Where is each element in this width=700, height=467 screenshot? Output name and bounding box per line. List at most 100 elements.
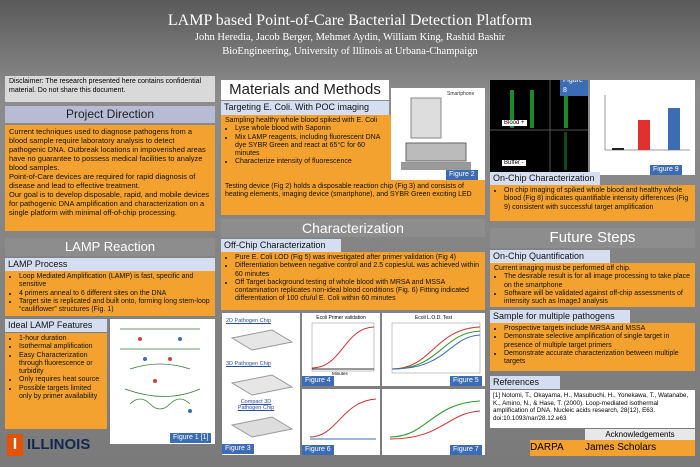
figure-label: 2D Pathogen Chip bbox=[226, 318, 271, 324]
figure: Ecoli L.O.D. Test Figure 5 bbox=[382, 313, 485, 386]
list-item: Target site is replicated and built onto… bbox=[19, 298, 211, 315]
section-heading: LAMP Reaction bbox=[5, 238, 215, 256]
subheading: Acknowledgements bbox=[585, 429, 695, 440]
figure-title: Ecoli L.O.D. Test bbox=[414, 315, 453, 321]
subheading: Off-Chip Characterization bbox=[221, 239, 341, 252]
list-item: The desirable result is for all image pr… bbox=[504, 273, 691, 290]
figure-caption: Figure 3 bbox=[222, 444, 254, 454]
section-heading: Characterization bbox=[221, 219, 485, 237]
figure: Ecoli Primer validation Minutes Figure 4 bbox=[302, 313, 380, 386]
paragraph: Point-of-Care devices are required for r… bbox=[9, 172, 196, 190]
subheading: Targeting E. Coli. With POC imaging bbox=[221, 101, 389, 115]
list: Prospective targets include MRSA and MSS… bbox=[494, 325, 691, 366]
paragraph: Testing device (Fig 2) holds a disposabl… bbox=[225, 183, 472, 199]
paragraph: Our goal is to develop disposable, rapid… bbox=[9, 190, 210, 217]
list-item: 4 primers anneal to 6 different sites on… bbox=[19, 290, 211, 298]
list-item: Prospective targets include MRSA and MSS… bbox=[504, 325, 691, 333]
figure-caption: Figure 7 bbox=[450, 445, 482, 455]
paragraph: Sampling healthy whole blood spiked with… bbox=[225, 117, 378, 124]
list: Lyse whole blood with SaponinMix LAMP re… bbox=[225, 125, 385, 166]
subheading: References bbox=[490, 376, 560, 389]
subheading: Ideal LAMP Features bbox=[5, 319, 107, 332]
axis-label: Minutes bbox=[332, 371, 348, 376]
paragraph: Current techniques used to diagnose path… bbox=[9, 127, 206, 172]
list: On chip imaging of spiked whole blood an… bbox=[494, 187, 691, 212]
figure-caption: Figure 8 bbox=[560, 80, 588, 96]
disclaimer: Disclaimer: The research presented here … bbox=[5, 76, 215, 102]
subheading: On-Chip Quantification bbox=[490, 250, 610, 263]
list-item: Characterize intensity of fluorescence bbox=[235, 158, 385, 166]
ack-name: DARPA bbox=[530, 442, 564, 453]
figure-label: Compact 3D Pathogen Chip bbox=[237, 399, 275, 411]
ack-name: James Scholars bbox=[585, 442, 657, 453]
figure-label: Blood + bbox=[502, 120, 527, 126]
list-item: Pure E. Coli LOD (Fig 5) was investigate… bbox=[235, 254, 481, 262]
figure-art bbox=[490, 80, 588, 172]
figure-caption: Figure 4 bbox=[302, 376, 334, 386]
list-item: Off Target background testing of whole b… bbox=[235, 279, 481, 304]
subheading: On-Chip Characterization bbox=[490, 172, 600, 185]
list-item: Lyse whole blood with Saponin bbox=[235, 125, 385, 133]
figure: Blood + Buffer - Figure 8 bbox=[490, 80, 588, 172]
list: Loop Mediated Amplification (LAMP) is fa… bbox=[9, 273, 211, 314]
figure-art bbox=[604, 95, 690, 151]
list: The desirable result is for all image pr… bbox=[494, 273, 691, 306]
list-item: Mix LAMP reagents, including fluorescent… bbox=[235, 134, 385, 159]
figure-art bbox=[389, 400, 481, 440]
acknowledgements: DARPA James Scholars bbox=[530, 440, 695, 456]
list: 1-hour durationIsothermal amplificationE… bbox=[9, 335, 103, 401]
text-box: Loop Mediated Amplification (LAMP) is fa… bbox=[5, 271, 215, 316]
list-item: Isothermal amplification bbox=[19, 343, 103, 351]
list: Pure E. Coli LOD (Fig 5) was investigate… bbox=[225, 254, 481, 304]
figure-caption: Figure 6 bbox=[302, 445, 334, 455]
figure-caption: Figure 1 [1] bbox=[170, 433, 212, 443]
figure-art bbox=[230, 329, 294, 438]
list-item: Only requires heat source bbox=[19, 376, 103, 384]
figure-label: Buffer - bbox=[502, 160, 526, 166]
list-item: 1-hour duration bbox=[19, 335, 103, 343]
figure-label: 3D Pathogen Chip bbox=[226, 361, 271, 367]
figure: Figure 1 [1] bbox=[110, 319, 215, 444]
list-item: On chip imaging of spiked whole blood an… bbox=[504, 187, 691, 212]
subheading: LAMP Process bbox=[5, 258, 215, 271]
text-box: 1-hour durationIsothermal amplificationE… bbox=[5, 333, 107, 429]
figure: Figure 9 bbox=[590, 80, 695, 175]
figure-label: Smartphone bbox=[447, 91, 475, 97]
list-item: Differentiation between negative control… bbox=[235, 262, 481, 279]
list-item: Demonstrate accurate characterization be… bbox=[504, 350, 691, 367]
text-box: Current imaging must be performed off ch… bbox=[490, 263, 695, 307]
list-item: Possible targets limited only by primer … bbox=[19, 385, 103, 402]
figure-art bbox=[401, 97, 471, 170]
text-box: Prospective targets include MRSA and MSS… bbox=[490, 323, 695, 371]
section-heading: Future Steps bbox=[490, 228, 695, 248]
figure-art bbox=[311, 322, 375, 372]
section-heading: Materials and Methods bbox=[221, 80, 389, 100]
figure-art bbox=[391, 322, 481, 374]
reference: [1] Notomi, T., Okayama, H., Masubuchi, … bbox=[490, 390, 695, 428]
subheading: Sample for multiple pathogens bbox=[490, 310, 630, 323]
figure: Smartphone Figure 2 bbox=[391, 88, 485, 180]
text-box: On chip imaging of spiked whole blood an… bbox=[490, 185, 695, 221]
logo-text: ILLINOIS bbox=[27, 436, 91, 453]
figure-caption: Figure 2 bbox=[446, 170, 478, 180]
figure-caption: Figure 5 bbox=[450, 376, 482, 386]
figure: 2D Pathogen Chip 3D Pathogen Chip Compac… bbox=[222, 313, 300, 455]
figure: Figure 7 bbox=[382, 389, 485, 455]
logo-mark: I bbox=[7, 434, 23, 456]
section-heading: Project Direction bbox=[5, 106, 215, 123]
figure: Figure 6 bbox=[302, 389, 380, 455]
text-box: Current techniques used to diagnose path… bbox=[5, 125, 215, 231]
affiliation: BioEngineering, University of Illinois a… bbox=[222, 46, 478, 57]
figure-art bbox=[309, 398, 377, 440]
title: LAMP based Point-of-Care Bacterial Detec… bbox=[167, 12, 533, 29]
text-box: Pure E. Coli LOD (Fig 5) was investigate… bbox=[221, 252, 485, 310]
list-item: Loop Mediated Amplification (LAMP) is fa… bbox=[19, 273, 211, 290]
list-item: Software will be validated against off-c… bbox=[504, 290, 691, 307]
figure-art bbox=[120, 328, 201, 413]
logo: I ILLINOIS bbox=[5, 430, 105, 460]
text-column: Sampling healthy whole blood spiked with… bbox=[225, 117, 385, 167]
figure-caption: Figure 9 bbox=[650, 165, 682, 175]
authors: John Heredia, Jacob Berger, Mehmet Aydin… bbox=[194, 32, 506, 43]
paragraph: Current imaging must be performed off ch… bbox=[494, 265, 631, 272]
